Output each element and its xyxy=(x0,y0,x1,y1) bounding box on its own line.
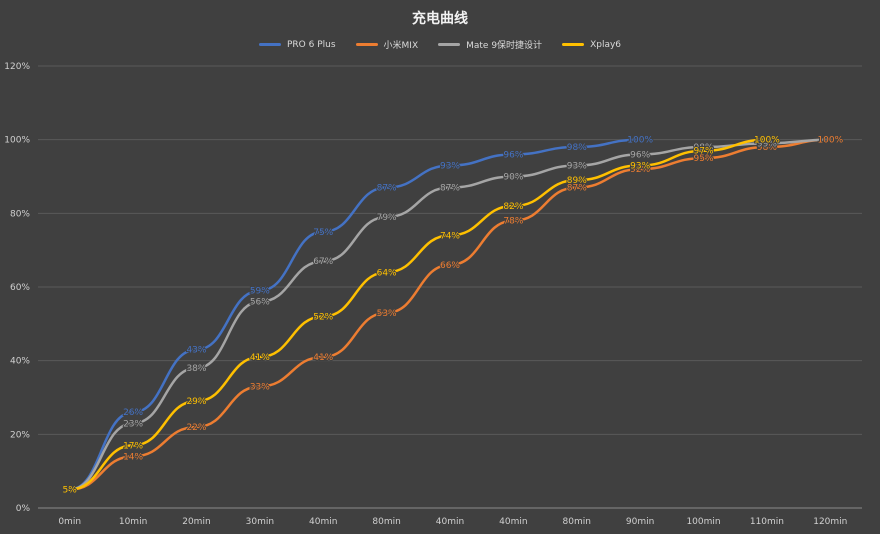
data-label: 96% xyxy=(503,150,523,160)
x-tick-label: 30min xyxy=(246,517,274,527)
data-label: 33% xyxy=(250,382,270,392)
x-tick-label: 40min xyxy=(309,517,337,527)
data-label: 93% xyxy=(567,161,587,171)
legend-swatch xyxy=(562,43,585,46)
chart-legend: PRO 6 Plus 小米MIX Mate 9保时捷设计 Xplay6 xyxy=(0,38,880,51)
data-label: 52% xyxy=(313,312,333,322)
y-tick-label: 20% xyxy=(10,430,30,440)
legend-label: 小米MIX xyxy=(383,41,419,51)
data-label: 75% xyxy=(313,228,333,238)
data-label: 22% xyxy=(186,423,206,433)
x-tick-label: 80min xyxy=(563,517,591,527)
data-label: 87% xyxy=(567,184,587,194)
data-label: 38% xyxy=(186,364,206,374)
data-label: 53% xyxy=(377,309,397,319)
data-label: 59% xyxy=(250,287,270,297)
data-label: 29% xyxy=(186,397,206,407)
data-label: 99% xyxy=(757,139,777,149)
data-label: 93% xyxy=(440,161,460,171)
data-label: 96% xyxy=(630,150,650,160)
x-tick-label: 10min xyxy=(119,517,147,527)
data-label: 97% xyxy=(694,147,714,157)
x-tick-label: 0min xyxy=(58,517,81,527)
x-tick-label: 80min xyxy=(372,517,400,527)
data-label: 90% xyxy=(503,173,523,183)
data-label: 43% xyxy=(186,346,206,356)
y-tick-label: 60% xyxy=(10,283,30,293)
data-label: 95% xyxy=(694,154,714,164)
legend-label: PRO 6 Plus xyxy=(286,39,336,50)
y-tick-label: 80% xyxy=(10,209,30,219)
data-label: 41% xyxy=(313,353,333,363)
data-label: 74% xyxy=(440,231,460,241)
x-tick-label: 100min xyxy=(686,517,720,527)
data-label: 98% xyxy=(694,143,714,153)
legend-label: Xplay6 xyxy=(590,39,622,50)
x-tick-label: 110min xyxy=(750,517,784,527)
x-tick-label: 90min xyxy=(626,517,654,527)
y-tick-label: 100% xyxy=(4,136,30,146)
data-label: 92% xyxy=(630,165,650,175)
data-label: 87% xyxy=(440,184,460,194)
data-label: 100% xyxy=(754,136,780,146)
legend-swatch xyxy=(258,43,281,46)
data-label: 64% xyxy=(377,268,397,278)
chart-title: 充电曲线 xyxy=(412,11,468,27)
data-label: 98% xyxy=(567,143,587,153)
legend-item: Xplay6 xyxy=(562,38,621,51)
legend-item: Mate 9保时捷设计 xyxy=(438,38,542,51)
legend-swatch xyxy=(355,43,378,46)
x-tick-label: 20min xyxy=(182,517,210,527)
series-line xyxy=(68,138,832,491)
y-tick-label: 0% xyxy=(16,504,31,514)
data-label: 87% xyxy=(377,184,397,194)
data-label: 5% xyxy=(63,486,78,496)
series-line xyxy=(68,138,642,491)
y-tick-label: 40% xyxy=(10,357,30,367)
series-line xyxy=(68,138,769,491)
data-label: 56% xyxy=(250,298,270,308)
data-label: 41% xyxy=(250,353,270,363)
x-tick-label: 40min xyxy=(499,517,527,527)
data-label: 100% xyxy=(817,136,843,146)
data-label: 79% xyxy=(377,213,397,223)
data-label: 67% xyxy=(313,257,333,267)
data-label: 23% xyxy=(123,419,143,429)
data-label: 78% xyxy=(503,217,523,227)
data-label: 66% xyxy=(440,261,460,271)
data-label: 26% xyxy=(123,408,143,418)
x-tick-label: 40min xyxy=(436,517,464,527)
x-tick-label: 120min xyxy=(813,517,847,527)
data-label: 89% xyxy=(567,176,587,186)
data-label: 14% xyxy=(123,452,143,462)
legend-item: PRO 6 Plus xyxy=(258,38,336,51)
legend-label: Mate 9保时捷设计 xyxy=(466,41,543,51)
data-label: 17% xyxy=(123,441,143,451)
series-line xyxy=(68,138,832,491)
legend-swatch xyxy=(438,43,461,46)
data-label: 100% xyxy=(627,136,653,146)
data-label: 98% xyxy=(757,143,777,153)
data-label: 82% xyxy=(503,202,523,212)
data-label: 93% xyxy=(630,161,650,171)
y-tick-label: 120% xyxy=(4,62,30,72)
legend-item: 小米MIX xyxy=(355,38,419,51)
